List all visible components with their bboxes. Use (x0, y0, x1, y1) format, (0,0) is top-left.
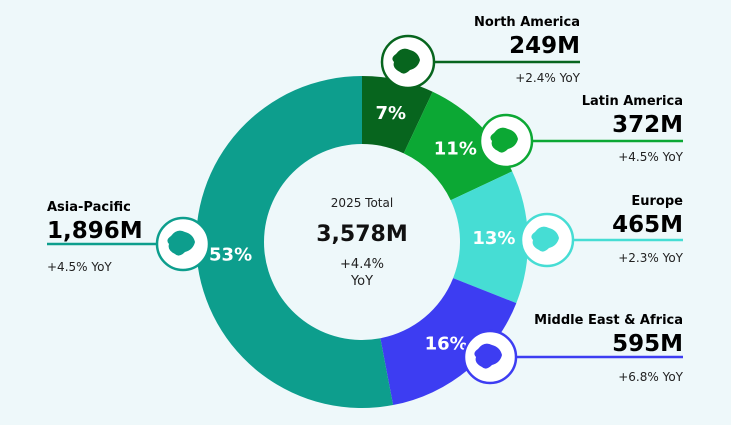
percent-label-latin-america: 11% (434, 139, 477, 160)
region-name-latin-america: Latin America (582, 94, 683, 109)
segment-middle-east-africa (380, 278, 517, 406)
region-yoy-asia-pacific: +4.5% YoY (47, 260, 112, 274)
north-america-map-icon (380, 34, 436, 90)
percent-label-asia-pacific: 53% (209, 244, 252, 265)
segment-north-america (362, 76, 433, 154)
center-yoy-unit: YoY (350, 274, 373, 289)
africa-map-icon (462, 329, 518, 385)
center-yoy-value: +4.4% (340, 257, 384, 272)
percent-label-europe: 13% (472, 228, 515, 249)
callout-europe: Europe 465M +2.3% YoY (519, 194, 684, 268)
region-yoy-middle-east-africa: +6.8% YoY (618, 370, 683, 384)
region-name-asia-pacific: Asia-Pacific (47, 200, 131, 215)
region-yoy-europe: +2.3% YoY (618, 251, 683, 265)
latin-america-map-icon (478, 113, 534, 169)
region-yoy-latin-america: +4.5% YoY (618, 150, 683, 164)
region-name-europe: Europe (631, 194, 683, 209)
region-name-middle-east-africa: Middle East & Africa (534, 313, 683, 328)
region-value-middle-east-africa: 595M (612, 331, 683, 357)
asia-pacific-map-icon (155, 216, 211, 272)
donut-segments (195, 76, 528, 409)
callout-north-america: North America 249M +2.4% YoY (380, 15, 581, 90)
segment-latin-america (403, 91, 513, 201)
percent-label-north-america: 7% (376, 103, 407, 124)
center-total-label: 2025 Total (331, 196, 393, 210)
region-value-europe: 465M (612, 212, 683, 238)
region-value-latin-america: 372M (612, 112, 683, 138)
callout-latin-america: Latin America 372M +4.5% YoY (478, 94, 684, 169)
region-name-north-america: North America (474, 15, 580, 30)
percent-label-middle-east-africa: 16% (425, 334, 468, 355)
region-yoy-north-america: +2.4% YoY (515, 71, 580, 85)
region-value-asia-pacific: 1,896M (47, 218, 143, 244)
segment-asia-pacific (195, 76, 394, 409)
segment-europe (450, 171, 528, 304)
callout-asia-pacific: Asia-Pacific 1,896M +4.5% YoY (47, 200, 211, 274)
region-value-north-america: 249M (509, 33, 580, 59)
percent-labels: 7% 11% 13% 16% 53% (209, 103, 515, 355)
center-total-value: 3,578M (316, 222, 407, 247)
europe-map-icon (519, 212, 575, 268)
callout-middle-east-africa: Middle East & Africa 595M +6.8% YoY (462, 313, 684, 385)
